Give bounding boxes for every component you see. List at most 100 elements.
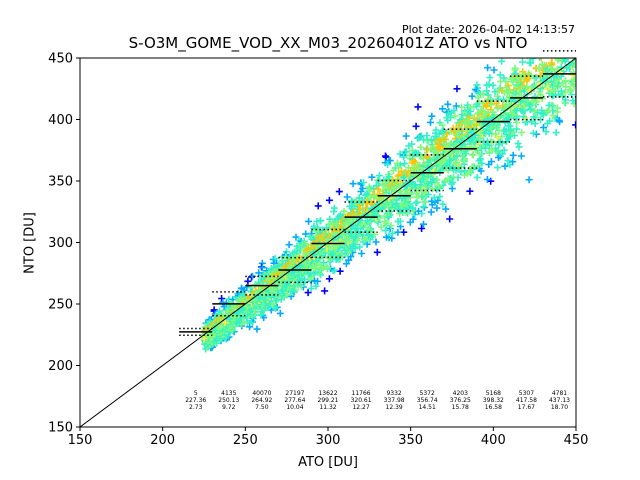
- scatter-point: [373, 248, 381, 256]
- scatter-point: [435, 182, 443, 190]
- scatter-point: [453, 85, 461, 93]
- scatter-point: [540, 49, 547, 56]
- scatter-point: [408, 140, 416, 148]
- scatter-point: [498, 58, 506, 65]
- scatter-point: [557, 51, 564, 58]
- scatter-point: [577, 19, 584, 26]
- scatter-point: [515, 143, 523, 151]
- x-tick-label: 250: [233, 433, 258, 448]
- scatter-point: [427, 208, 435, 216]
- scatter-point: [569, 28, 576, 35]
- scatter-point: [211, 326, 219, 334]
- scatter-point: [571, 37, 578, 44]
- scatter-point: [382, 226, 389, 234]
- bin-mean: 227.36: [185, 397, 206, 404]
- scatter-point: [562, 96, 569, 104]
- scatter-point: [563, 6, 570, 13]
- scatter-point: [506, 109, 514, 117]
- scatter-point: [421, 189, 429, 197]
- scatter-point: [496, 71, 504, 79]
- scatter-point: [575, 59, 576, 62]
- scatter-point: [320, 259, 328, 267]
- scatter-point: [517, 50, 524, 57]
- scatter-point: [579, 31, 586, 38]
- scatter-point: [428, 163, 435, 170]
- scatter-point: [402, 132, 410, 140]
- scatter-point: [575, 29, 582, 36]
- scatter-point: [556, 34, 563, 41]
- bin-mean: 437.13: [549, 397, 570, 404]
- scatter-point: [538, 95, 546, 103]
- scatter-point: [578, 59, 585, 66]
- x-tick-label: 450: [564, 433, 589, 448]
- scatter-point: [239, 306, 247, 314]
- scatter-point: [581, 35, 588, 42]
- scatter-point: [342, 260, 350, 268]
- scatter-point: [540, 124, 547, 131]
- scatter-point: [551, 49, 558, 56]
- bin-mean: 398.32: [483, 397, 504, 404]
- y-tick-label: 400: [48, 113, 73, 128]
- scatter-point: [304, 289, 312, 297]
- scatter-point: [580, 25, 587, 32]
- scatter-point: [325, 196, 333, 204]
- scatter-point: [571, 75, 576, 83]
- bin-mean: 376.25: [450, 397, 471, 404]
- scatter-point: [491, 88, 499, 96]
- scatter-point: [579, 75, 586, 82]
- scatter-point: [532, 74, 540, 82]
- scatter-point: [528, 50, 535, 57]
- scatter-point: [498, 133, 505, 141]
- scatter-point: [534, 44, 541, 51]
- scatter-point: [321, 287, 329, 295]
- scatter-point: [577, 52, 584, 59]
- scatter-point: [255, 269, 263, 277]
- scatter-point: [500, 74, 508, 82]
- scatter-point: [543, 30, 550, 37]
- scatter-point: [417, 143, 425, 151]
- scatter-point: [428, 185, 436, 193]
- scatter-point: [416, 133, 424, 141]
- bin-count: 4135: [221, 390, 236, 397]
- scatter-point: [305, 217, 313, 225]
- scatter-point: [357, 188, 365, 195]
- scatter-point: [466, 187, 474, 195]
- scatter-point: [577, 51, 584, 58]
- scatter-point: [374, 185, 382, 193]
- scatter-point: [562, 9, 569, 16]
- scatter-point: [383, 233, 390, 241]
- scatter-point: [477, 155, 484, 163]
- scatter-point: [503, 89, 511, 97]
- bin-mean: 250.13: [218, 397, 239, 404]
- scatter-point: [560, 28, 567, 35]
- scatter-point: [542, 128, 550, 136]
- scatter-point: [494, 164, 502, 172]
- scatter-point: [443, 160, 451, 168]
- scatter-point: [545, 37, 552, 44]
- scatter-point: [575, 51, 582, 58]
- scatter-point: [368, 173, 376, 181]
- scatter-point: [528, 97, 536, 105]
- scatter-point: [221, 319, 229, 326]
- scatter-point: [519, 34, 526, 41]
- bin-mean: 417.58: [516, 397, 537, 404]
- axes: 150 200 250 300 350 400 450 150 200 250 300 350 400 4…: [48, 52, 588, 449]
- bin-count: 27197: [285, 390, 304, 397]
- scatter-point: [550, 46, 557, 53]
- scatter-point: [276, 309, 284, 317]
- scatter-point: [580, 44, 587, 51]
- scatter-point: [459, 137, 467, 145]
- scatter-point: [506, 46, 513, 53]
- bin-std: 14.51: [419, 404, 436, 411]
- scatter-point: [438, 121, 446, 129]
- scatter-point: [450, 107, 458, 115]
- scatter-point: [401, 160, 409, 167]
- scatter-point: [561, 58, 569, 65]
- scatter-point: [377, 223, 385, 231]
- scatter-point: [508, 78, 516, 85]
- scatter-point: [307, 285, 315, 293]
- bin-count: 4203: [453, 390, 468, 397]
- scatter-point: [317, 217, 325, 225]
- bin-mean: 299.21: [318, 397, 339, 404]
- scatter-point: [477, 126, 485, 134]
